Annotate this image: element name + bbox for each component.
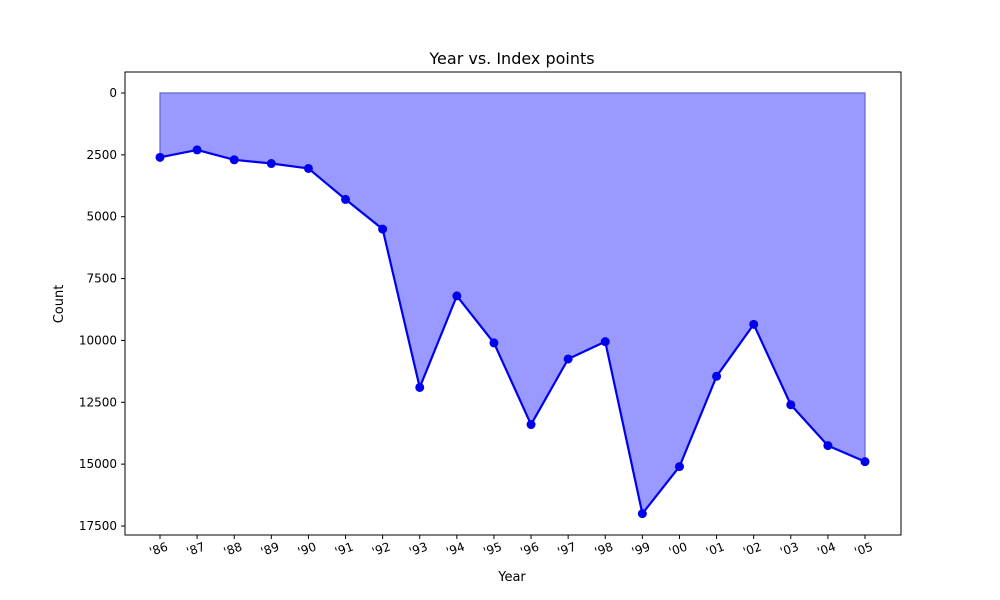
data-point bbox=[266, 159, 276, 169]
x-tick-label: '88 bbox=[222, 539, 244, 559]
x-tick-label: '86 bbox=[148, 539, 170, 559]
data-point bbox=[749, 319, 759, 329]
x-tick-label: '03 bbox=[778, 539, 800, 559]
data-point bbox=[192, 145, 202, 155]
x-tick-label: '04 bbox=[815, 539, 837, 559]
x-tick-label: '96 bbox=[519, 539, 541, 559]
x-tick-label: '98 bbox=[593, 539, 615, 559]
data-point bbox=[526, 420, 536, 430]
x-tick-label: '00 bbox=[667, 539, 689, 559]
y-tick-label: 2500 bbox=[86, 148, 117, 162]
data-point bbox=[712, 371, 722, 381]
plot-area: 0 2500 5000 7500 10000 12500 15000 17500 '86 '87 '… bbox=[79, 71, 902, 559]
x-axis-label: Year bbox=[497, 570, 526, 585]
x-tick-label: '01 bbox=[704, 539, 726, 559]
y-tick-label: 17500 bbox=[79, 519, 117, 533]
x-tick-label: '92 bbox=[370, 539, 392, 559]
x-tick-label: '93 bbox=[407, 539, 429, 559]
x-tick-label: '90 bbox=[296, 539, 318, 559]
x-tick-label: '87 bbox=[185, 539, 207, 559]
data-point bbox=[823, 441, 833, 451]
data-point bbox=[786, 400, 796, 410]
data-point bbox=[415, 382, 425, 392]
x-tick-label: '05 bbox=[853, 539, 875, 559]
x-tick-label: '02 bbox=[741, 539, 763, 559]
data-point bbox=[674, 462, 684, 472]
data-point bbox=[229, 155, 239, 165]
data-point bbox=[303, 163, 313, 173]
chart-title: Year vs. Index points bbox=[428, 49, 594, 68]
x-tick-label: '91 bbox=[333, 539, 355, 559]
y-tick-label: 12500 bbox=[79, 395, 117, 409]
y-tick-label: 10000 bbox=[79, 333, 117, 347]
x-tick-label: '94 bbox=[444, 539, 466, 559]
y-tick-label: 15000 bbox=[79, 457, 117, 471]
data-point bbox=[637, 509, 647, 519]
plot-frame bbox=[124, 71, 902, 536]
data-point bbox=[563, 354, 573, 364]
y-tick-label: 7500 bbox=[86, 272, 117, 286]
series-line bbox=[159, 148, 866, 515]
data-point bbox=[600, 337, 610, 347]
y-axis-label: Count bbox=[52, 285, 67, 324]
data-point bbox=[341, 194, 351, 204]
y-tick-label: 0 bbox=[109, 86, 117, 100]
y-tick-label: 5000 bbox=[86, 210, 117, 224]
data-point bbox=[155, 152, 165, 162]
data-point bbox=[378, 224, 388, 234]
x-tick-label: '95 bbox=[481, 539, 503, 559]
data-point bbox=[489, 338, 499, 348]
x-tick-label: '97 bbox=[556, 539, 578, 559]
x-tick-label: '89 bbox=[259, 539, 281, 559]
data-point bbox=[860, 457, 870, 467]
data-point bbox=[452, 291, 462, 301]
x-tick-label: '99 bbox=[630, 539, 652, 559]
